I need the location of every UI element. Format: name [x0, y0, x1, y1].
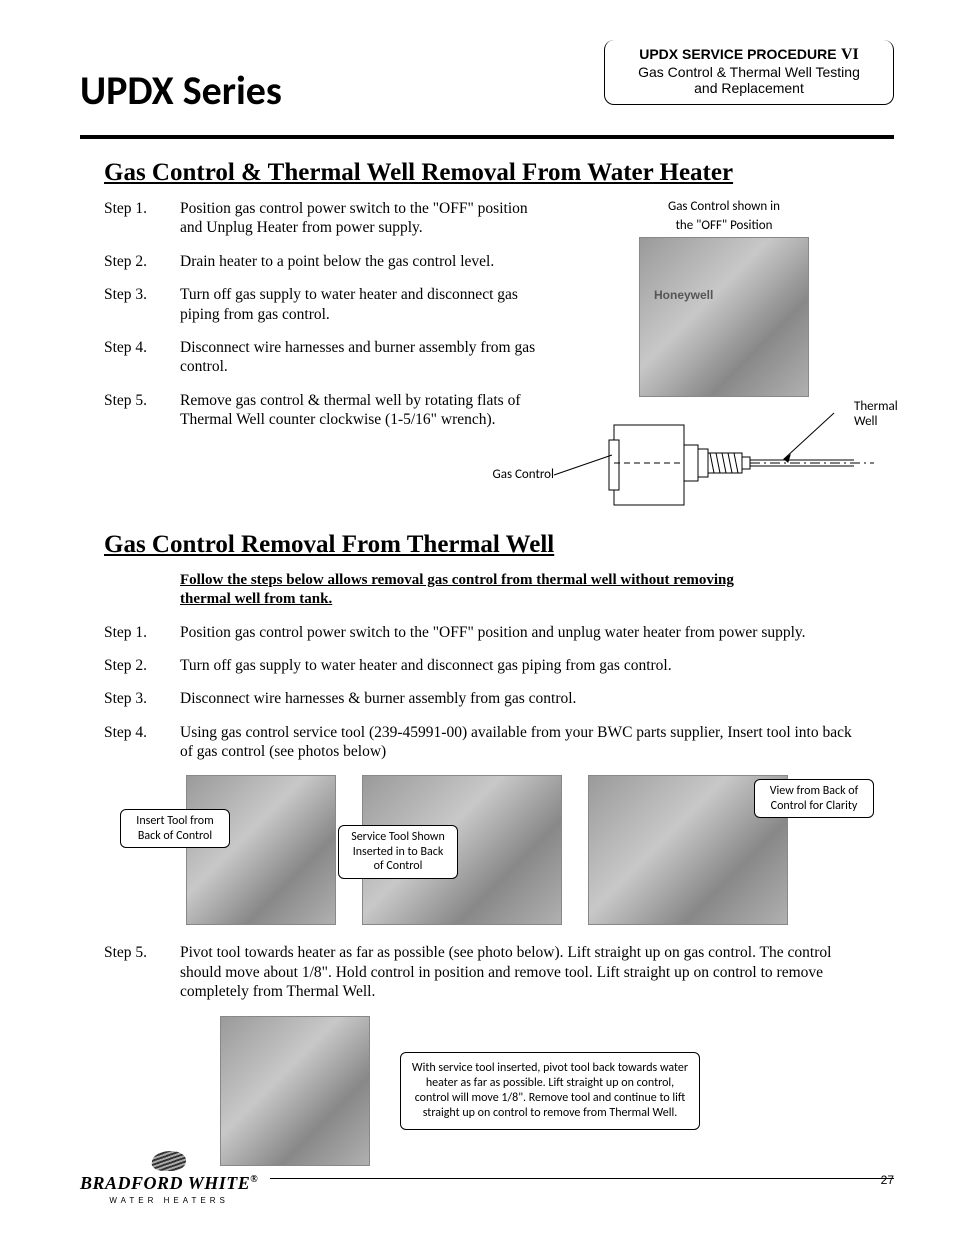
header-rule: [80, 135, 894, 139]
footer-line: [270, 1178, 894, 1179]
step-label: Step 2.: [104, 656, 162, 675]
step-label: Step 1.: [104, 623, 162, 642]
bottom-row: With service tool inserted, pivot tool b…: [220, 1016, 894, 1166]
step-text: Pivot tool towards heater as far as poss…: [180, 943, 860, 1001]
section2-heading: Gas Control Removal From Thermal Well: [104, 531, 894, 559]
procedure-box: UPDX SERVICE PROCEDURE VI Gas Control & …: [604, 40, 894, 105]
photo-insert-tool: [186, 775, 336, 925]
step-row: Step 3. Disconnect wire harnesses & burn…: [104, 689, 894, 708]
gas-control-photo: [639, 237, 809, 397]
step-row: Step 3. Turn off gas supply to water hea…: [104, 285, 544, 324]
section2-steps: Step 1. Position gas control power switc…: [80, 623, 894, 762]
callout-insert-tool: Insert Tool from Back of Control: [120, 809, 230, 848]
gas-control-caption1: Gas Control shown in: [554, 199, 894, 214]
step-text: Drain heater to a point below the gas co…: [180, 252, 544, 271]
step-text: Turn off gas supply to water heater and …: [180, 285, 544, 324]
step-text: Disconnect wire harnesses & burner assem…: [180, 689, 860, 708]
step-text: Position gas control power switch to the…: [180, 199, 544, 238]
callout-service-tool: Service Tool Shown Inserted in to Back o…: [338, 825, 458, 878]
step-row: Step 1. Position gas control power switc…: [104, 623, 894, 642]
photo-row: Insert Tool from Back of Control Service…: [80, 775, 894, 925]
procedure-sub1: Gas Control & Thermal Well Testing: [623, 64, 875, 80]
section1-steps: Step 1. Position gas control power switc…: [80, 199, 544, 443]
thermal-well-label: Thermal Well: [854, 399, 924, 429]
step-label: Step 5.: [104, 391, 162, 430]
procedure-title-line: UPDX SERVICE PROCEDURE VI: [623, 46, 875, 64]
step-text: Position gas control power switch to the…: [180, 623, 860, 642]
step-label: Step 4.: [104, 338, 162, 377]
explain-box: With service tool inserted, pivot tool b…: [400, 1052, 700, 1130]
step-text: Turn off gas supply to water heater and …: [180, 656, 860, 675]
step-row: Step 2. Drain heater to a point below th…: [104, 252, 544, 271]
thermal-well-svg: [554, 405, 894, 525]
brand-reg: ®: [250, 1174, 258, 1185]
brand-wave-icon: [151, 1151, 188, 1171]
step-row: Step 1. Position gas control power switc…: [104, 199, 544, 238]
brand-name: BRADFORD WHITE: [80, 1173, 250, 1193]
follow-note: Follow the steps below allows removal ga…: [180, 571, 740, 609]
gas-control-caption2: the "OFF" Position: [554, 218, 894, 233]
step-row: Step 4. Disconnect wire harnesses and bu…: [104, 338, 544, 377]
step-text: Remove gas control & thermal well by rot…: [180, 391, 544, 430]
step-row: Step 5. Pivot tool towards heater as far…: [104, 943, 894, 1001]
page-number: 27: [881, 1173, 894, 1187]
step-label: Step 1.: [104, 199, 162, 238]
step-label: Step 2.: [104, 252, 162, 271]
procedure-title: UPDX SERVICE PROCEDURE: [639, 46, 836, 62]
footer: BRADFORD WHITE® WATER HEATERS 27: [80, 1151, 894, 1205]
brand-sub: WATER HEATERS: [80, 1196, 258, 1205]
brand-block: BRADFORD WHITE® WATER HEATERS: [80, 1151, 258, 1205]
step-row: Step 4. Using gas control service tool (…: [104, 723, 894, 762]
callout-view-back: View from Back of Control for Clarity: [754, 779, 874, 818]
step-label: Step 5.: [104, 943, 162, 1001]
section1-figures: Gas Control shown in the "OFF" Position …: [554, 199, 894, 525]
step-text: Disconnect wire harnesses and burner ass…: [180, 338, 544, 377]
step-label: Step 3.: [104, 285, 162, 324]
gas-control-label: Gas Control: [464, 467, 554, 482]
procedure-number: VI: [841, 46, 859, 63]
step-label: Step 3.: [104, 689, 162, 708]
procedure-sub2: and Replacement: [623, 80, 875, 96]
series-title: UPDX Series: [80, 66, 282, 115]
step-text: Using gas control service tool (239-4599…: [180, 723, 860, 762]
step-row: Step 5. Remove gas control & thermal wel…: [104, 391, 544, 430]
thermal-well-diagram: Thermal Well Gas Control: [554, 405, 894, 525]
brand-logo: BRADFORD WHITE®: [80, 1173, 258, 1193]
step-label: Step 4.: [104, 723, 162, 762]
photo-pivot-tool: [220, 1016, 370, 1166]
section1-heading: Gas Control & Thermal Well Removal From …: [104, 159, 894, 187]
step-row: Step 2. Turn off gas supply to water hea…: [104, 656, 894, 675]
